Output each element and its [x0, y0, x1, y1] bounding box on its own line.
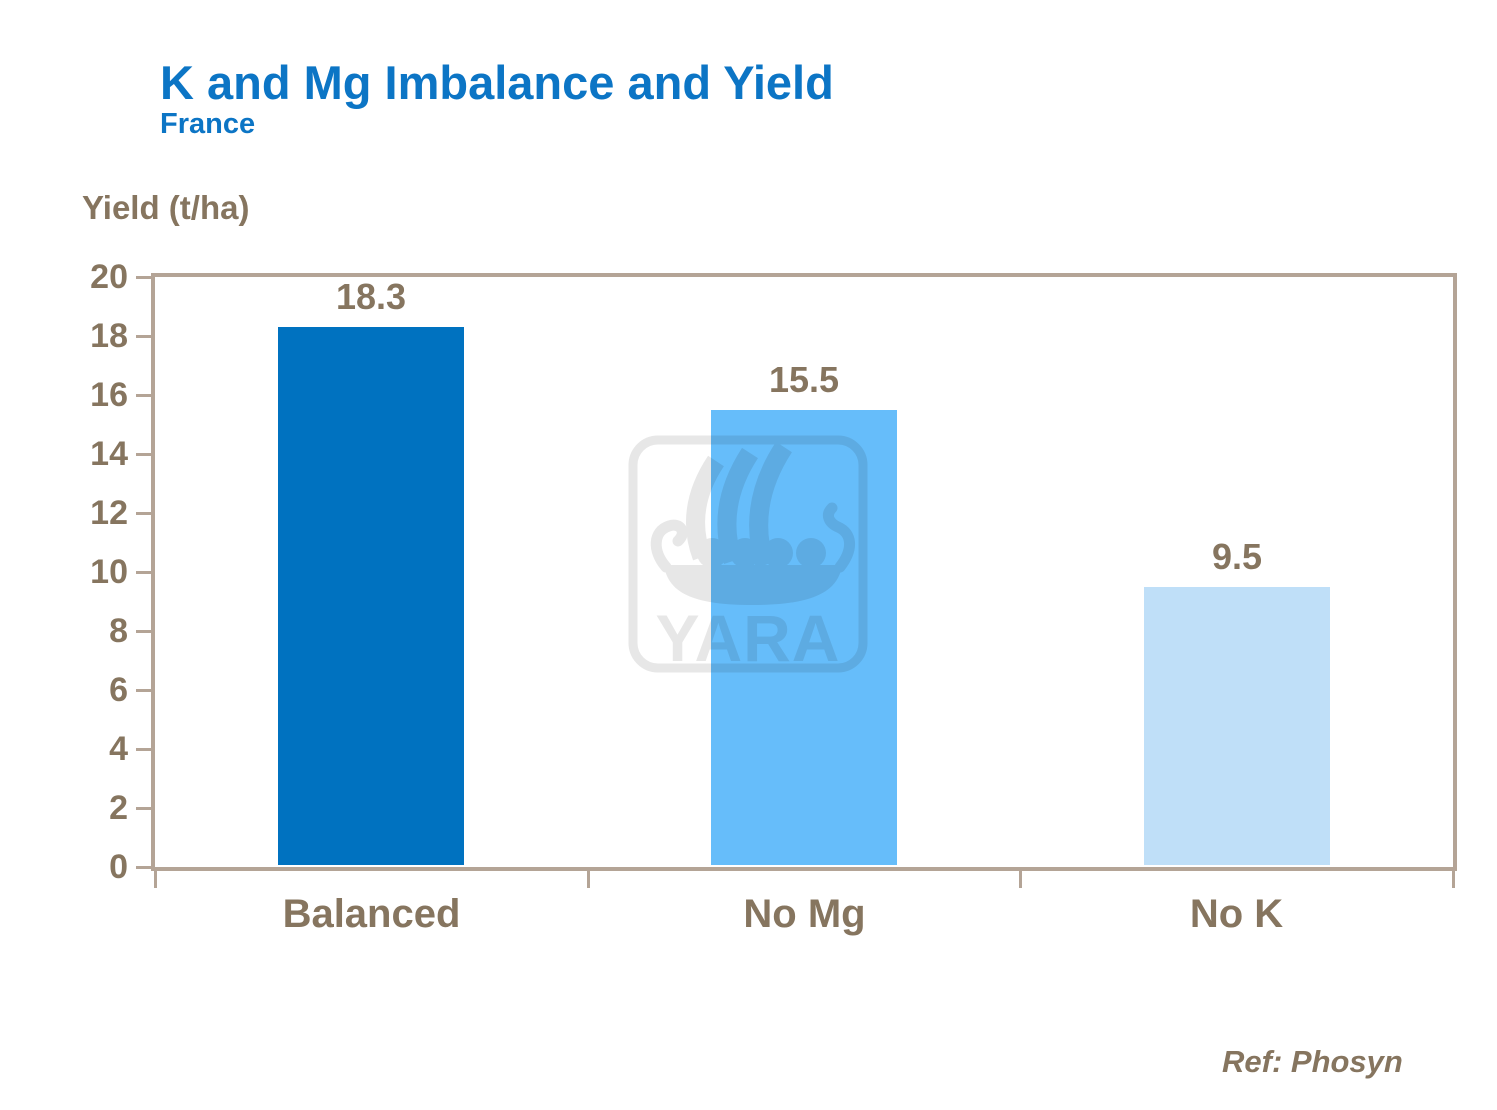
reference-text: Ref: Phosyn: [1222, 1044, 1403, 1079]
y-axis-tick-mark: [136, 748, 153, 751]
x-axis-tick-mark: [154, 871, 157, 888]
y-axis-tick-mark: [136, 630, 153, 633]
bar-value-label: 18.3: [335, 276, 407, 317]
y-axis-tick-label: 18: [90, 317, 128, 355]
bar-balanced: [278, 327, 464, 865]
y-axis-tick-label: 12: [90, 494, 128, 532]
y-axis-tick-label: 0: [109, 848, 128, 886]
y-axis-tick-mark: [136, 807, 153, 810]
y-axis-tick-label: 8: [109, 612, 128, 650]
y-axis-tick-label: 16: [90, 376, 128, 414]
x-axis-category-label: No Mg: [743, 892, 866, 936]
chart-title: K and Mg Imbalance and Yield: [160, 56, 834, 109]
y-axis-tick-mark: [136, 512, 153, 515]
y-axis-tick-label: 6: [109, 671, 128, 709]
bar-no-k: [1144, 587, 1330, 865]
y-axis-tick-label: 4: [109, 730, 128, 768]
x-axis-category-label: No K: [1189, 892, 1284, 936]
y-axis-tick-mark: [136, 453, 153, 456]
bar-value-label: 9.5: [1211, 536, 1263, 577]
y-axis-tick-label: 20: [90, 258, 128, 296]
y-axis-tick-mark: [136, 689, 153, 692]
y-axis-tick-label: 2: [109, 789, 128, 827]
y-axis-tick-mark: [136, 866, 153, 869]
bar-value-label: 15.5: [768, 359, 840, 400]
bar-no-mg: [711, 410, 897, 865]
y-axis-tick-label: 14: [90, 435, 128, 473]
y-axis-tick-mark: [136, 276, 153, 279]
y-axis-tick-label: 10: [90, 553, 128, 591]
x-axis-tick-mark: [1452, 871, 1455, 888]
y-axis-title: Yield (t/ha): [82, 189, 250, 226]
y-axis-tick-mark: [136, 335, 153, 338]
y-axis-tick-mark: [136, 394, 153, 397]
x-axis-category-label: Balanced: [282, 892, 461, 936]
y-axis-tick-mark: [136, 571, 153, 574]
chart-subtitle: France: [160, 108, 256, 140]
x-axis-tick-mark: [1019, 871, 1023, 888]
x-axis-tick-mark: [586, 871, 590, 888]
